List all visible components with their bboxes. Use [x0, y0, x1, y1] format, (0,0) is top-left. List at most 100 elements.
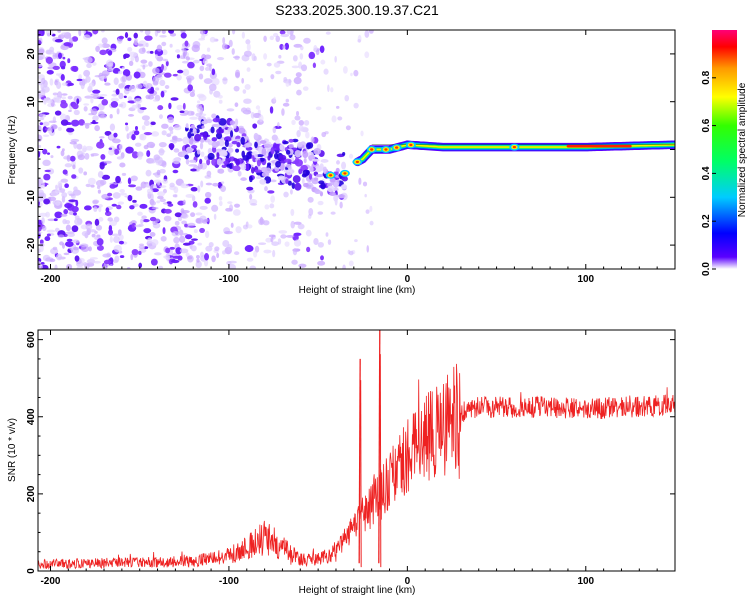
noise-blob: [71, 65, 79, 72]
noise-blob: [54, 200, 61, 206]
spectrogram-x-tick-label: -200: [40, 274, 60, 285]
noise-blob: [82, 57, 89, 61]
noise-blob: [150, 258, 158, 266]
noise-blob: [130, 175, 138, 182]
noise-blob: [290, 208, 295, 216]
noise-blob: [290, 220, 295, 229]
noise-blob: [195, 260, 202, 269]
noise-blob: [76, 78, 83, 82]
noise-blob: [325, 232, 329, 237]
noise-blob: [71, 174, 77, 179]
noise-blob: [138, 250, 142, 256]
noise-blob: [102, 253, 112, 258]
noise-blob: [195, 112, 202, 117]
noise-blob: [269, 35, 275, 41]
noise-blob: [284, 241, 290, 247]
noise-blob: [169, 43, 173, 48]
noise-blob: [117, 70, 123, 75]
noise-blob: [204, 54, 212, 60]
colorbar-gradient: [712, 30, 737, 269]
noise-blob: [76, 265, 84, 269]
noise-blob: [199, 137, 205, 143]
noise-blob: [111, 233, 120, 237]
noise-blob: [181, 220, 187, 225]
noise-blob: [283, 191, 289, 198]
noise-blob: [296, 130, 301, 138]
ridge-blob: [234, 138, 242, 142]
noise-blob: [84, 95, 93, 99]
noise-blob: [38, 231, 43, 234]
noise-blob: [100, 154, 106, 160]
noise-blob: [247, 224, 253, 229]
noise-blob: [162, 179, 169, 184]
snr-series-line: [38, 363, 675, 570]
noise-blob: [157, 191, 166, 197]
noise-blob: [101, 30, 105, 33]
noise-blob: [193, 229, 198, 234]
noise-blob: [280, 234, 287, 239]
noise-blob: [177, 255, 183, 261]
noise-blob: [156, 169, 161, 176]
ridge-blob: [255, 176, 263, 180]
noise-blob: [169, 32, 177, 37]
noise-blob: [234, 55, 240, 60]
noise-blob: [217, 94, 223, 99]
noise-blob: [254, 245, 260, 253]
noise-blob: [159, 35, 167, 38]
noise-blob: [93, 206, 98, 212]
ridge-blob: [189, 159, 197, 163]
ridge-blob: [329, 177, 336, 183]
noise-blob: [91, 233, 96, 238]
noise-blob: [234, 251, 240, 256]
noise-blob: [101, 174, 111, 180]
noise-blob: [169, 130, 174, 135]
noise-blob: [97, 103, 105, 111]
noise-blob: [127, 194, 133, 202]
noise-blob: [101, 37, 108, 45]
spectrogram-y-tick-label: 0: [26, 146, 37, 152]
ridge-blob: [246, 151, 252, 160]
noise-blob: [140, 218, 144, 224]
noise-blob: [63, 252, 70, 256]
noise-blob: [90, 153, 99, 157]
noise-blob: [50, 155, 54, 159]
noise-blob: [313, 45, 318, 52]
noise-blob: [68, 199, 77, 202]
noise-blob: [125, 146, 134, 154]
noise-blob: [211, 68, 216, 76]
noise-blob: [303, 37, 311, 44]
noise-blob: [39, 122, 44, 126]
noise-blob: [179, 235, 186, 243]
ridge-blob: [254, 141, 258, 149]
noise-blob: [92, 200, 99, 205]
noise-blob: [118, 103, 124, 108]
ridge-blob: [218, 118, 227, 126]
noise-blob: [190, 111, 195, 116]
noise-blob: [71, 225, 79, 233]
noise-blob: [296, 89, 302, 96]
noise-blob: [55, 96, 62, 104]
noise-blob: [212, 182, 219, 187]
noise-blob: [272, 249, 276, 258]
noise-blob: [222, 240, 230, 247]
noise-blob: [108, 134, 114, 140]
noise-blob: [204, 218, 209, 223]
snr-x-tick-label: 0: [405, 576, 411, 587]
noise-blob: [110, 97, 120, 102]
noise-blob: [61, 32, 70, 35]
noise-blob: [83, 171, 88, 176]
noise-blob: [164, 58, 168, 62]
noise-blob: [198, 37, 206, 41]
noise-blob: [202, 58, 208, 64]
noise-blob: [44, 169, 51, 173]
noise-blob: [127, 114, 135, 117]
noise-blob: [307, 196, 314, 203]
noise-blob: [71, 36, 79, 42]
ridge-blob: [297, 142, 303, 148]
noise-blob: [72, 103, 79, 110]
ridge-blob: [320, 159, 329, 163]
noise-blob: [48, 120, 57, 124]
ridge-blob: [285, 149, 291, 155]
noise-blob: [143, 228, 152, 234]
